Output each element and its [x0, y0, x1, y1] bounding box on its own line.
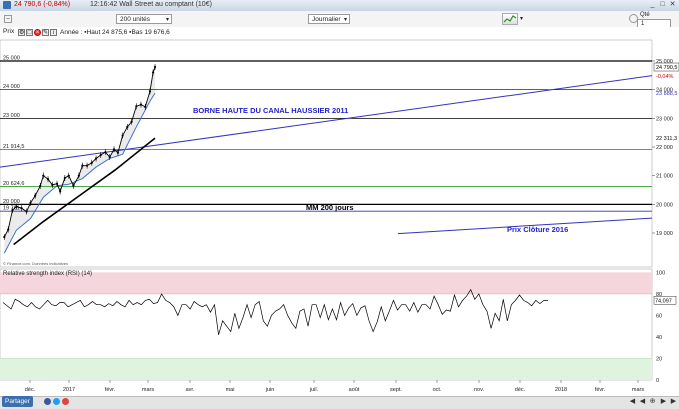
x-tick-label: 2017 — [63, 387, 75, 393]
y-tick-label: 22 000 — [656, 145, 673, 151]
close2016-annotation: Prix Clôture 2016 — [507, 225, 568, 234]
scroll-right-fast-icon[interactable]: ▶ — [670, 398, 677, 405]
chevron-down-icon: ▾ — [165, 17, 169, 23]
rsi-tick-label: 0 — [656, 378, 659, 384]
level-label: 21 914,5 — [3, 144, 24, 150]
facebook-icon[interactable] — [44, 398, 51, 405]
x-tick-label: juin — [265, 387, 275, 393]
level-label: 19 761 — [3, 206, 20, 212]
x-tick-label: 2018 — [555, 387, 567, 393]
channel-upper-line — [0, 75, 653, 168]
ma200-line — [13, 137, 156, 246]
quantity-label: Qté — [640, 12, 650, 18]
y-tick-label: 21 000 — [656, 174, 673, 180]
chart-type-icon[interactable] — [502, 13, 518, 25]
x-tick-label: mars — [142, 387, 154, 393]
last-price-box — [653, 62, 679, 72]
x-tick-label: févr. — [105, 387, 116, 393]
window-icon[interactable]: □ — [26, 29, 33, 36]
status-bar — [0, 396, 679, 409]
level-label: 23 000 — [3, 113, 20, 119]
ma-line — [3, 92, 156, 254]
chart-area[interactable]: 25 000 24 000 23 000 21 914,5 20 624,6 20 000… — [0, 0, 679, 396]
level-top-label: 23 888,5 — [656, 91, 677, 97]
scroll-right-icon[interactable]: ▶ — [660, 398, 667, 405]
settings-icon[interactable]: ⚙ — [18, 29, 25, 36]
refresh-icon[interactable] — [629, 14, 638, 23]
app-icon — [3, 1, 11, 9]
units-select-value: 200 unités — [120, 16, 150, 23]
source-note: © Finance.com. Données indicatives — [3, 261, 68, 266]
price-year-stats: Année : ▪Haut 24 875,6 ▪Bas 19 676,6 — [60, 29, 170, 36]
chart-toolbar: – 200 unités ▾ Journalier ▾ ▾ — [0, 11, 679, 28]
remove-icon[interactable]: × — [34, 29, 41, 36]
collapse-icon[interactable]: – — [4, 15, 12, 23]
rsi-overbought-zone — [0, 272, 652, 294]
y-tick-label: 25 000 — [656, 59, 673, 65]
level-label: 20 000 — [3, 199, 20, 205]
rsi-value-label: 74,097 — [655, 298, 672, 304]
axes: 25 000 24 000 23 000 22 000 21 000 20 000 19 0… — [25, 59, 679, 393]
price-title: 24 790,6 (-0,84%) — [14, 1, 71, 8]
x-tick-label: sept. — [390, 387, 402, 393]
x-tick-label: déc. — [515, 387, 526, 393]
channel-lower-line — [397, 217, 653, 235]
chevron-down-icon[interactable]: ▾ — [520, 16, 524, 22]
y-tick-label: 19 000 — [656, 231, 673, 237]
main-plot-frame — [0, 39, 653, 268]
borne-annotation: BORNE HAUTE DU CANAL HAUSSIER 2011 — [193, 106, 348, 115]
scroll-left-fast-icon[interactable]: ◀ — [639, 398, 646, 405]
twitter-icon[interactable] — [53, 398, 60, 405]
info-icon[interactable]: i — [50, 29, 57, 36]
x-tick-label: avr. — [186, 387, 195, 393]
minimize-icon[interactable]: _ — [650, 1, 655, 8]
price-line — [3, 66, 156, 238]
level-mid-label: 22 311,3 — [656, 136, 677, 142]
level-label: 25 000 — [3, 56, 20, 62]
mm200-annotation: MM 200 jours — [306, 203, 354, 212]
rsi-tick-label: 40 — [656, 335, 662, 341]
instrument-title: 12:16:42 Wall Street au comptant (10€) — [90, 1, 212, 8]
price-label: Prix — [3, 28, 15, 35]
rsi-tick-label: 100 — [656, 270, 665, 276]
rsi-line — [2, 288, 548, 335]
maximize-icon[interactable]: □ — [660, 1, 665, 8]
level-label: 24 000 — [3, 84, 20, 90]
y-tick-label: 23 000 — [656, 116, 673, 122]
price-series — [3, 64, 157, 254]
close-icon[interactable]: ✕ — [669, 1, 676, 8]
chart-info-bar: Prix — [0, 27, 679, 38]
edit-icon[interactable]: ✎ — [42, 29, 49, 36]
horizontal-levels: 25 000 24 000 23 000 21 914,5 20 624,6 20 000… — [0, 56, 653, 235]
quantity-value: 1 — [641, 21, 645, 27]
level-label: 20 624,6 — [3, 181, 24, 187]
x-tick-label: mars — [632, 387, 644, 393]
x-tick-label: juil. — [309, 387, 319, 393]
period-select[interactable]: Journalier ▾ — [308, 14, 350, 24]
x-tick-label: févr. — [595, 387, 606, 393]
period-select-value: Journalier — [312, 16, 341, 23]
x-tick-label: nov. — [474, 387, 484, 393]
rsi-tick-label: 20 — [656, 356, 662, 362]
rsi-value-box — [653, 296, 677, 305]
zoom-icon[interactable]: ⊕ — [649, 398, 656, 405]
x-tick-label: août — [349, 387, 360, 393]
rsi-tick-label: 60 — [656, 313, 662, 319]
y-tick-label: 24 000 — [656, 88, 673, 94]
rsi-tick-label: 80 — [656, 292, 662, 298]
scroll-left-icon[interactable]: ◀ — [629, 398, 636, 405]
last-price-label: 24 790,5 — [656, 65, 677, 71]
x-tick-label: oct. — [433, 387, 442, 393]
x-tick-label: déc. — [25, 387, 36, 393]
x-tick-label: mai — [226, 387, 235, 393]
y-tick-label: 20 000 — [656, 202, 673, 208]
rsi-panel — [0, 272, 652, 380]
share-button[interactable]: Partager — [2, 396, 33, 407]
change-label: -0,04% — [656, 74, 674, 80]
units-select[interactable]: 200 unités ▾ — [116, 14, 172, 24]
google-icon[interactable] — [62, 398, 69, 405]
rsi-title: Relative strength index (RSI) (14) — [3, 271, 92, 277]
chevron-down-icon: ▾ — [343, 17, 347, 23]
rsi-oversold-zone — [0, 358, 652, 380]
